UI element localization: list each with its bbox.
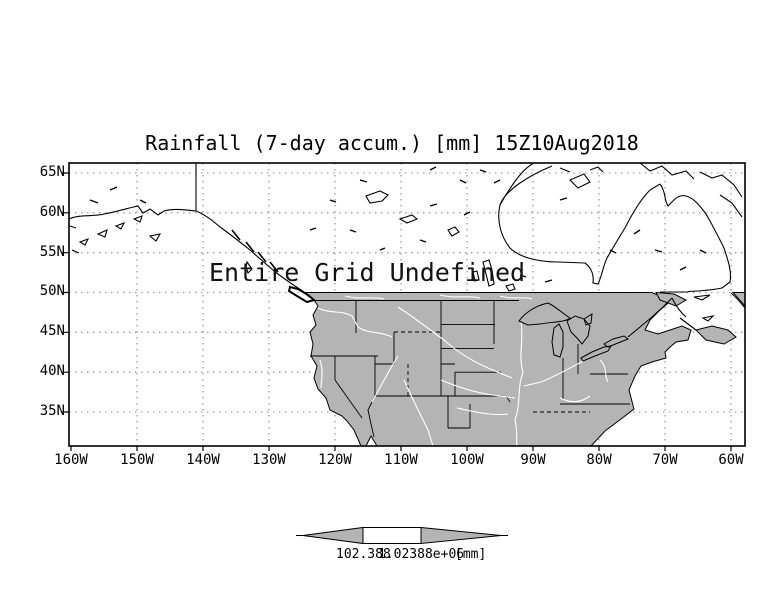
arctic-islands xyxy=(559,162,743,218)
aleutian-islands xyxy=(69,215,162,254)
lat-label-45n: 45N xyxy=(39,323,65,339)
lon-label-120w: 120W xyxy=(318,452,352,468)
great-slave-lake xyxy=(365,190,389,204)
lon-label-140w: 140W xyxy=(186,452,220,468)
lat-label-60n: 60N xyxy=(39,204,65,220)
lake-winnipeg xyxy=(472,259,516,292)
lon-label-110w: 110W xyxy=(384,452,418,468)
nw-hudson-coast xyxy=(499,162,535,206)
lon-label-150w: 150W xyxy=(120,452,154,468)
plot-title: Rainfall (7-day accum.) [mm] 15Z10Aug201… xyxy=(145,131,639,155)
shaded-land xyxy=(302,291,746,447)
st-lawrence-gulf xyxy=(660,291,746,331)
colorbar-left-arrow xyxy=(302,526,364,545)
lon-label-80w: 80W xyxy=(586,452,612,468)
lon-label-90w: 90W xyxy=(520,452,546,468)
coastlines-north xyxy=(68,162,746,331)
colorbar-units-label: [mm] xyxy=(455,547,487,562)
labrador-coast xyxy=(659,183,732,293)
reindeer-lake xyxy=(447,226,460,237)
lon-label-70w: 70W xyxy=(652,452,678,468)
haida-gwaii xyxy=(245,260,253,275)
lon-label-160w: 160W xyxy=(54,452,88,468)
river-lines xyxy=(317,294,609,447)
nova-scotia-polygon xyxy=(695,325,737,345)
lake-outlines xyxy=(518,297,673,362)
lon-ticks xyxy=(70,446,732,451)
lat-label-65n: 65N xyxy=(39,164,65,180)
lon-label-60w: 60W xyxy=(718,452,744,468)
colorbar-max-label: 1.02388e+06 xyxy=(378,547,465,562)
colorbar-min-label: 102.388 xyxy=(336,547,391,562)
lat-label-50n: 50N xyxy=(39,283,65,299)
colorbar-mid-box xyxy=(362,527,422,544)
lat-label-55n: 55N xyxy=(39,244,65,260)
lat-label-40n: 40N xyxy=(39,363,65,379)
lake-athabasca xyxy=(398,214,419,224)
southampton-island xyxy=(569,173,591,189)
lon-label-130w: 130W xyxy=(252,452,286,468)
lon-label-100w: 100W xyxy=(450,452,484,468)
plot-frame xyxy=(62,162,746,451)
newfoundland-corner xyxy=(731,292,746,308)
mainland-polygon xyxy=(302,292,692,447)
colorbar-arrow xyxy=(296,526,508,545)
small-lakes xyxy=(89,166,707,283)
vancouver-island xyxy=(287,285,317,304)
grid-undefined-message: Entire Grid Undefined xyxy=(209,258,526,287)
lat-ticks xyxy=(62,172,69,413)
colorbar-right-arrow xyxy=(420,526,502,545)
hudson-bay xyxy=(498,165,661,285)
lat-label-35n: 35N xyxy=(39,403,65,419)
state-borders xyxy=(310,300,630,438)
panhandle-fjords xyxy=(231,229,279,273)
alaska-coast xyxy=(68,205,305,293)
